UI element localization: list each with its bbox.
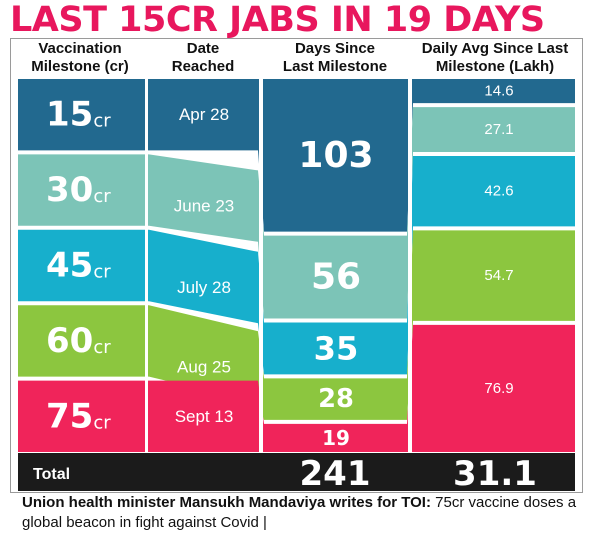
date-label: July 28 — [177, 278, 231, 297]
date-label: Sept 13 — [175, 407, 234, 426]
column-divider-3 — [408, 79, 412, 452]
column-divider-1 — [145, 79, 148, 452]
avg-value: 14.6 — [484, 83, 513, 100]
avg-value: 27.1 — [484, 121, 513, 138]
header-date: Date Reached — [148, 40, 258, 76]
caption-bold: Union health minister Mansukh Mandaviya … — [22, 494, 431, 511]
days-value: 19 — [322, 426, 350, 450]
band-60cr — [18, 230, 575, 420]
avg-value: 42.6 — [484, 183, 513, 200]
date-label: Apr 28 — [179, 105, 229, 124]
header-date-line1: Date — [186, 40, 220, 57]
avg-value: 54.7 — [484, 267, 513, 284]
total-label: Total — [33, 466, 71, 483]
header-milestone-line2: Milestone (cr) — [31, 58, 129, 75]
total-avg: 31.1 — [453, 454, 537, 494]
header-avg-line2: Milestone (Lakh) — [435, 58, 555, 75]
header-date-line2: Reached — [171, 58, 235, 75]
avg-value: 76.9 — [484, 380, 513, 397]
band-45cr — [18, 155, 575, 375]
caption-rest: 75cr vaccine doses a global beacon in fi… — [22, 494, 577, 531]
header-milestone: Vaccination Milestone (cr) — [18, 40, 142, 76]
header-days: Days Since Last Milestone — [262, 40, 408, 76]
days-value: 35 — [314, 329, 359, 367]
chart-title: LAST 15CR JABS IN 19 DAYS — [10, 0, 545, 40]
chart-frame — [10, 38, 583, 493]
header-days-line2: Last Milestone — [282, 58, 388, 75]
column-divider-2 — [259, 79, 263, 452]
days-value: 56 — [311, 257, 361, 298]
days-value: 28 — [318, 384, 354, 414]
header-avg: Daily Avg Since Last Milestone (Lakh) — [412, 40, 578, 76]
caption: Union health minister Mansukh Mandaviya … — [22, 493, 592, 533]
header-days-line1: Days Since — [294, 40, 376, 57]
total-bar — [18, 453, 575, 491]
band-15cr — [18, 79, 575, 232]
date-label: June 23 — [174, 197, 235, 216]
header-milestone-line1: Vaccination — [38, 40, 122, 57]
total-days: 241 — [299, 454, 371, 494]
band-30cr — [18, 107, 575, 319]
band-75cr — [18, 324, 575, 452]
date-label: Aug 25 — [177, 357, 231, 376]
days-value: 103 — [298, 135, 373, 176]
header-avg-line1: Daily Avg Since Last — [421, 40, 569, 57]
